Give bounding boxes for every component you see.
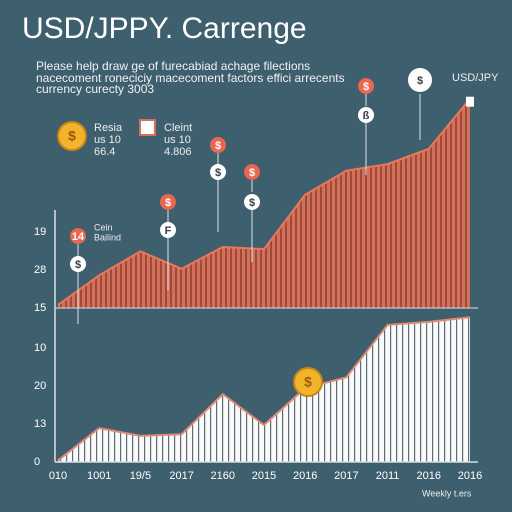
pin [406,66,434,94]
pin [160,194,176,210]
area [58,317,470,462]
area [58,98,470,308]
x-tick-label: 2017 [169,470,193,482]
legend-label: Cleint [164,122,192,134]
pin-symbol: $ [249,167,255,179]
x-tick-label: 2016 [417,470,441,482]
pin [244,194,260,210]
subtitle: Please help draw ge of furecabiad achage… [36,59,310,73]
pin [70,256,86,272]
pin [210,137,226,153]
x-tick-label: 2016 [458,470,482,482]
pin [358,78,374,94]
pin-symbol: $ [165,197,171,209]
plot: 15 28 19 0 13 20 10 010 1001 19/5 2017 2160 2015 2016… [34,66,482,482]
y-label: 13 [34,418,46,430]
y-label: 19 [34,226,46,238]
y-label: 15 [34,302,46,314]
legend-coin-symbol: $ [68,128,76,144]
x-tick-label: 2015 [252,470,276,482]
coin [293,367,323,397]
pin-symbol: 14 [72,231,85,243]
legend-label: us 10 [94,134,121,146]
legend-coin [57,121,87,151]
pin-symbol: ß [363,110,370,122]
subtitle: currency curecty 3003 [36,82,154,96]
x-tick-label: 19/5 [130,470,151,482]
coin-symbol: $ [304,374,312,390]
pin [160,222,176,238]
pin [358,107,374,123]
pin [210,164,226,180]
series-label: USD/JPY [452,72,499,84]
legend-label: Resia [94,122,123,134]
end-marker [466,96,474,107]
x-tick-label: 2160 [211,470,235,482]
pin-symbol: $ [215,140,221,152]
pin-symbol: $ [363,81,369,93]
line [57,98,471,306]
footer: Weekly t.ers [422,488,472,498]
subtitle: nacecoment roneciciy macecoment factors … [36,71,345,85]
note: Cein [94,222,113,232]
legend-label: 4.806 [164,146,192,158]
y-label: 28 [34,264,46,276]
y-label: 0 [34,456,40,468]
pin-symbol: $ [417,75,423,87]
x-tick-label: 2011 [376,470,400,482]
y-label: 10 [34,342,46,354]
pin-symbol: $ [215,167,221,179]
x-tick-label: 010 [49,470,67,482]
legend-label: 66.4 [94,146,115,158]
x-tick-label: 2016 [293,470,317,482]
x-tick-label: 2017 [334,470,358,482]
pin-symbol: F [165,225,172,237]
line [57,316,471,462]
pin [70,228,86,244]
legend-label: us 10 [164,134,191,146]
legend-swatch [139,119,156,136]
x-tick-label: 1001 [87,470,111,482]
pin [244,164,260,180]
title: USD/JPPY. Carrenge [22,12,307,45]
y-label: 20 [34,380,46,392]
pin-symbol: $ [249,197,255,209]
pin-symbol: $ [75,259,81,271]
note: Bailind [94,232,121,242]
